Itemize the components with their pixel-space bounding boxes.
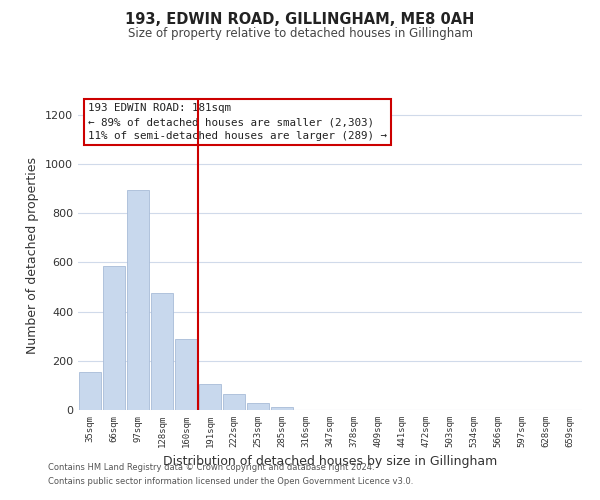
Text: Size of property relative to detached houses in Gillingham: Size of property relative to detached ho… (128, 28, 473, 40)
Bar (151, 293, 173, 410)
Text: Contains public sector information licensed under the Open Government Licence v3: Contains public sector information licen… (48, 477, 413, 486)
Text: 193 EDWIN ROAD: 181sqm
← 89% of detached houses are smaller (2,303)
11% of semi-: 193 EDWIN ROAD: 181sqm ← 89% of detached… (88, 103, 387, 141)
Bar (223, 394, 245, 410)
Bar (247, 403, 269, 410)
Text: Contains HM Land Registry data © Crown copyright and database right 2024.: Contains HM Land Registry data © Crown c… (48, 464, 374, 472)
X-axis label: Distribution of detached houses by size in Gillingham: Distribution of detached houses by size … (163, 456, 497, 468)
Bar (127, 190, 149, 410)
Bar (199, 384, 221, 410)
Bar (175, 338, 197, 410)
Bar (103, 266, 125, 410)
Y-axis label: Number of detached properties: Number of detached properties (26, 156, 40, 354)
Bar (271, 407, 293, 410)
Bar (79, 372, 101, 410)
Text: 193, EDWIN ROAD, GILLINGHAM, ME8 0AH: 193, EDWIN ROAD, GILLINGHAM, ME8 0AH (125, 12, 475, 28)
